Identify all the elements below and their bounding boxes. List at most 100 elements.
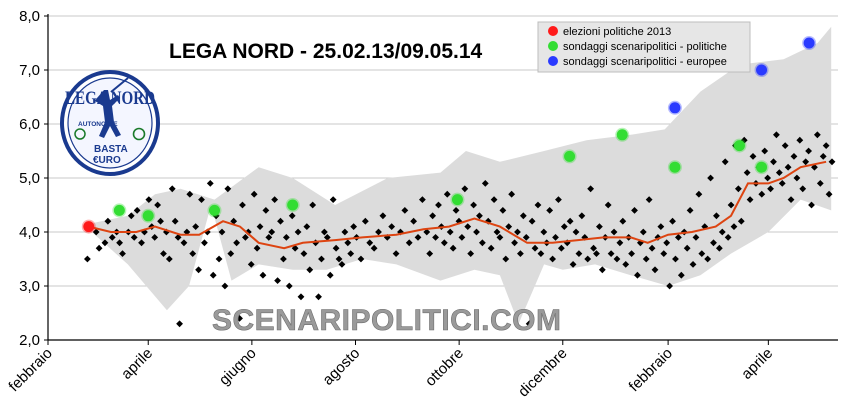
poll-point [423, 228, 431, 236]
poll-point [470, 201, 477, 209]
y-tick-labels: 2,0 3,0 4,0 5,0 6,0 7,0 8,0 [19, 8, 48, 349]
poll-point [704, 255, 712, 263]
poll-point [607, 250, 615, 257]
poll-point [306, 266, 314, 274]
poll-point [464, 223, 472, 230]
poll-point [737, 217, 745, 225]
x-tick-labels: febbraio aprile giugno agosto ottobre dicembr… [5, 340, 776, 400]
poll-point [552, 234, 559, 241]
legend-label: sondaggi scenaripolitici - politiche [563, 41, 727, 53]
poll-point [724, 234, 732, 241]
y-tick-label: 5,0 [19, 170, 40, 187]
poll-point [519, 212, 527, 220]
y-tick-label: 8,0 [19, 8, 40, 25]
poll-point [540, 228, 548, 236]
poll-point [758, 190, 766, 198]
poll-point [419, 196, 426, 203]
poll-point [92, 228, 100, 236]
legend-marker [548, 41, 558, 51]
poll-point [350, 223, 358, 230]
poll-point [819, 153, 827, 160]
poll-point [268, 228, 276, 236]
poll-point [710, 239, 717, 247]
poll-point [642, 255, 650, 263]
poll-point [160, 250, 167, 257]
poll-point [749, 153, 757, 160]
x-tick-label: agosto [319, 345, 363, 389]
poll-point [414, 234, 422, 241]
poll-point [192, 223, 200, 230]
range-band [88, 26, 832, 324]
poll-point [410, 217, 418, 225]
poll-point [440, 239, 448, 247]
poll-point [195, 266, 202, 274]
poll-point [793, 174, 801, 182]
poll-point [344, 239, 352, 247]
poll-point [446, 228, 454, 236]
poll-point [610, 228, 618, 236]
poll-point [487, 244, 495, 252]
poll-point [323, 234, 331, 241]
poll-point [357, 255, 365, 263]
poll-point [645, 196, 653, 203]
poll-point [555, 196, 562, 203]
poll-point [176, 320, 183, 328]
y-tick-label: 2,0 [19, 332, 40, 349]
poll-point [713, 212, 720, 220]
poll-point [549, 255, 556, 263]
series-points-layer [81, 36, 817, 234]
poll-point [631, 207, 638, 214]
series-point [756, 64, 768, 76]
poll-point [490, 196, 498, 203]
poll-point [256, 223, 264, 230]
poll-point [426, 250, 434, 257]
poll-point [405, 239, 413, 247]
poll-point [528, 217, 536, 225]
poll-point [718, 228, 726, 236]
poll-point [119, 250, 126, 257]
poll-point [805, 147, 812, 155]
poll-point [303, 223, 311, 230]
legend-label: elezioni politiche 2013 [563, 26, 671, 38]
y-tick-label: 4,0 [19, 224, 40, 241]
poll-point [259, 271, 267, 279]
sword-icon [110, 77, 129, 93]
poll-point [478, 239, 486, 247]
poll-point [587, 185, 595, 193]
poll-point [784, 163, 792, 171]
poll-point [288, 212, 296, 220]
poll-point [689, 261, 697, 268]
poll-point [297, 293, 305, 301]
poll-point [209, 271, 217, 279]
poll-point [341, 228, 349, 236]
poll-point [596, 223, 603, 230]
poll-point [666, 282, 674, 290]
poll-point [593, 250, 600, 257]
poll-point [663, 239, 671, 247]
poll-point [285, 282, 293, 290]
poll-point [458, 234, 466, 241]
poll-point [318, 255, 325, 263]
poll-point [101, 239, 109, 247]
poll-point [366, 239, 374, 247]
poll-point [525, 320, 533, 328]
poll-point [95, 244, 103, 252]
poll-point [657, 223, 665, 230]
poll-point [695, 190, 703, 198]
poll-point [698, 250, 706, 257]
poll-point [338, 261, 346, 268]
poll-point [473, 228, 480, 236]
series-point [142, 210, 154, 222]
poll-point [241, 234, 249, 241]
poll-point [767, 185, 774, 193]
poll-point [432, 234, 439, 241]
poll-point [560, 223, 568, 230]
x-tick-label: ottobre [422, 345, 467, 390]
x-tick-label: aprile [118, 345, 156, 383]
poll-point [361, 217, 369, 225]
series-point [287, 199, 299, 211]
series-point [733, 140, 745, 152]
poll-point [604, 201, 612, 209]
chart-title: LEGA NORD - 25.02.13/09.05.14 [169, 40, 483, 63]
poll-point [505, 223, 513, 230]
